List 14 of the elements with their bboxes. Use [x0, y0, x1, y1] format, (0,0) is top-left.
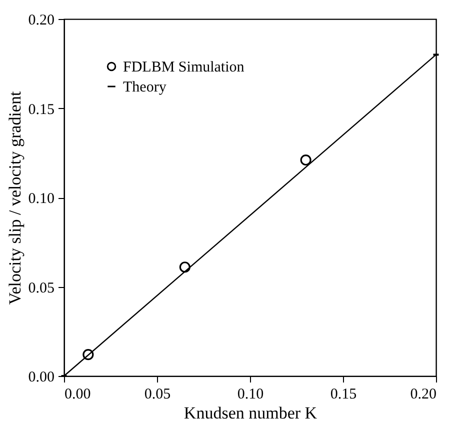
x-axis-title: Knudsen number K [184, 404, 318, 422]
x-tick-label: 0.00 [64, 386, 91, 402]
x-tick-label: 0.05 [144, 386, 171, 402]
legend-label: FDLBM Simulation [123, 60, 245, 76]
y-tick-label: 0.15 [28, 102, 54, 118]
legend-label: Theory [123, 80, 167, 96]
y-tick-label: 0.00 [28, 370, 54, 386]
x-tick-label: 0.10 [237, 386, 264, 402]
y-tick-label: 0.10 [28, 191, 54, 207]
y-axis-title: Velocity slip / velocity gradient [5, 91, 24, 305]
x-tick-label: 0.20 [410, 386, 436, 402]
y-tick-label: 0.20 [28, 12, 54, 28]
x-tick-label: 0.15 [330, 386, 357, 402]
y-tick-label: 0.05 [28, 280, 54, 296]
